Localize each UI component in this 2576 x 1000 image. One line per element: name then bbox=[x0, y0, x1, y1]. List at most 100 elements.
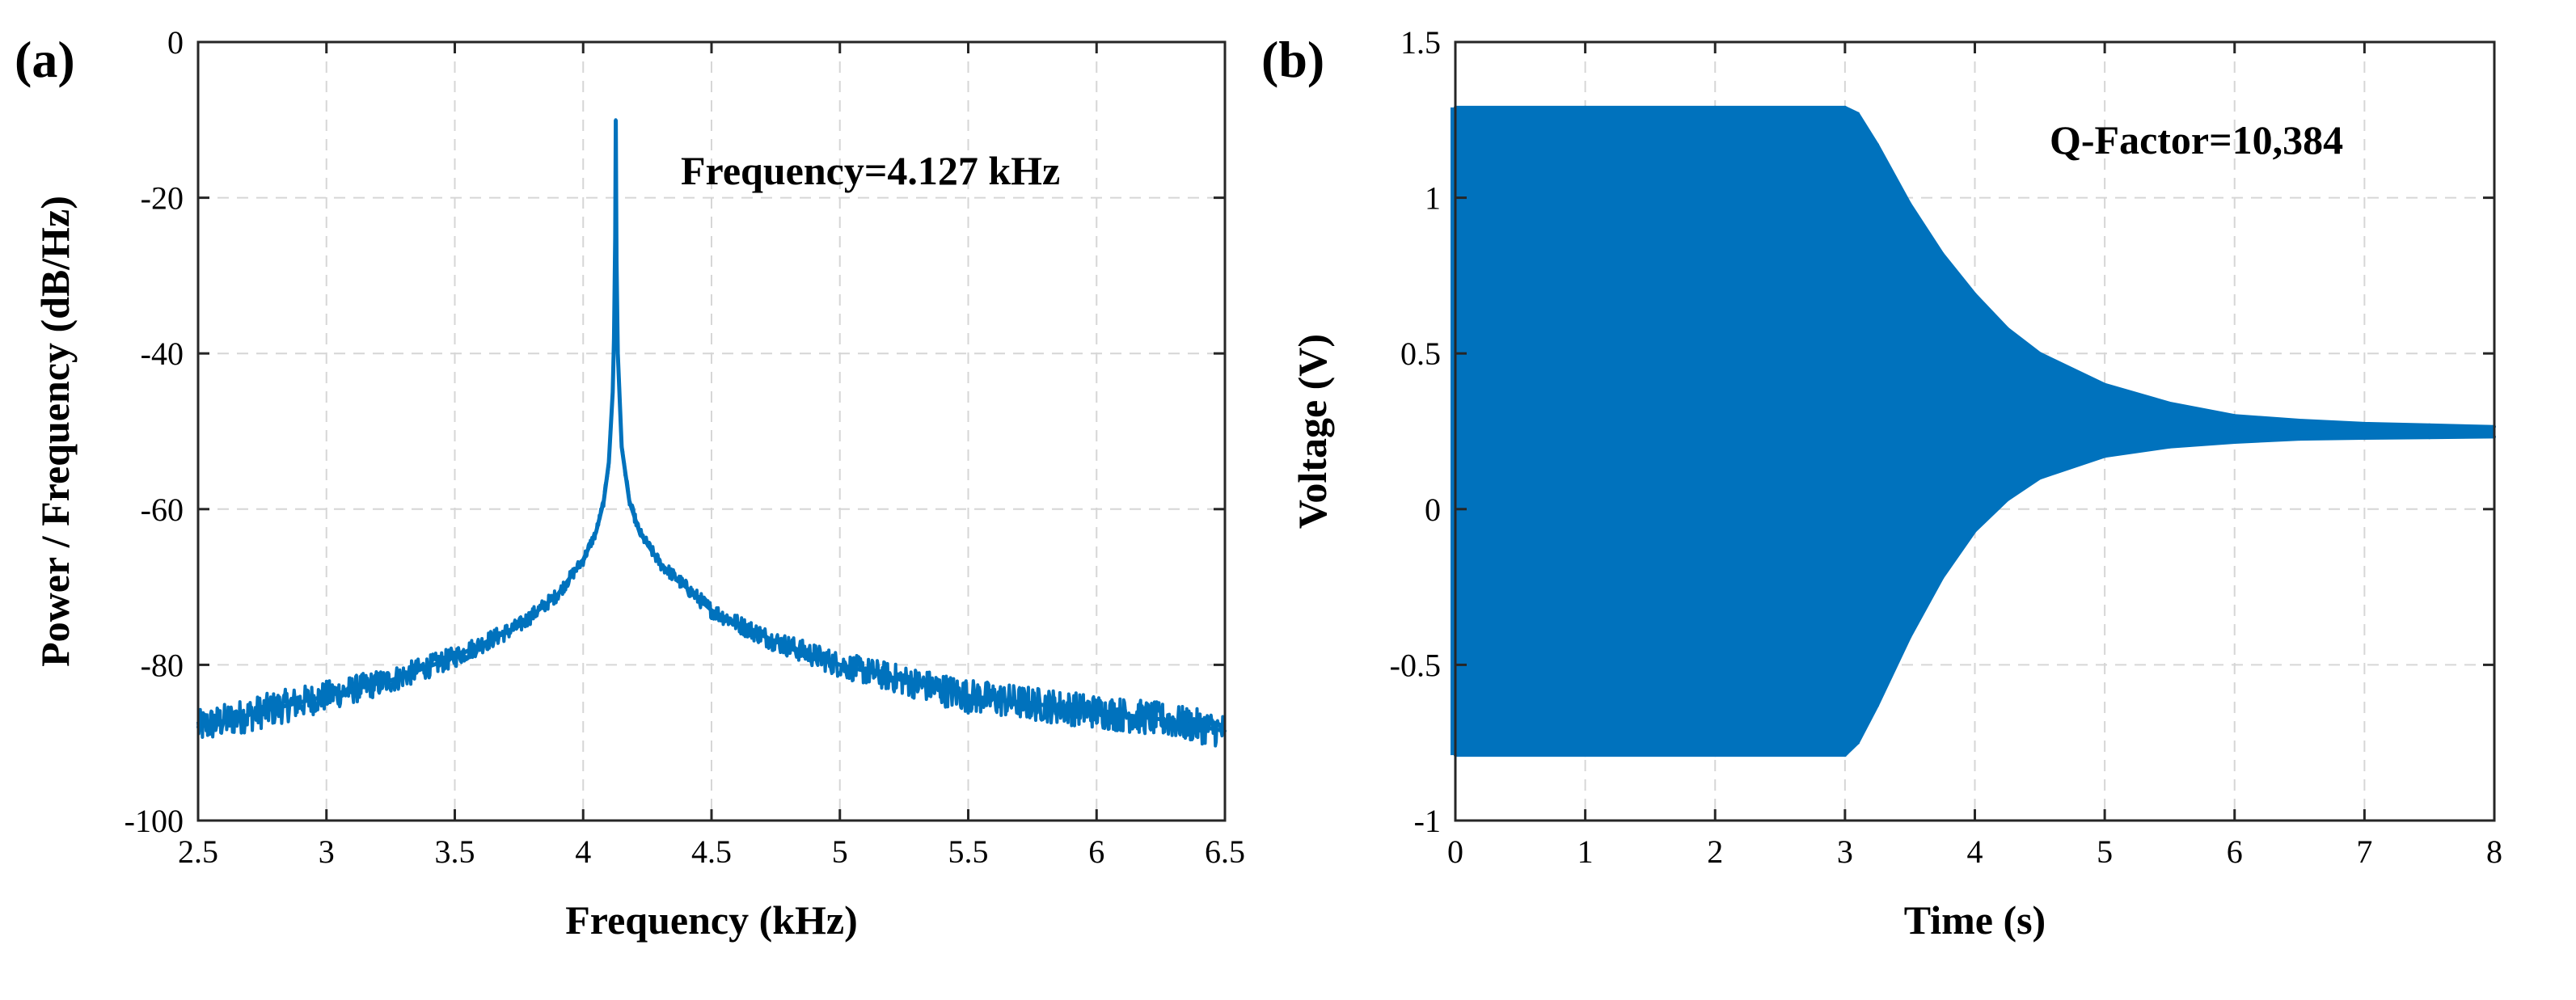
envelope-data-point bbox=[2005, 327, 2009, 331]
x-tick-label: 6.5 bbox=[1205, 833, 1245, 870]
envelope-data-point bbox=[1713, 105, 1717, 109]
panel-a-frequency-annotation: Frequency=4.127 kHz bbox=[681, 148, 1060, 193]
x-tick-label: 6 bbox=[2227, 833, 2243, 870]
envelope-data-point bbox=[2168, 445, 2172, 449]
envelope-data-point bbox=[2005, 498, 2009, 502]
panel-b-q-factor-annotation: Q-Factor=10,384 bbox=[2050, 117, 2343, 162]
envelope-data-point bbox=[1843, 753, 1847, 757]
psd-data-point bbox=[594, 530, 598, 534]
psd-data-point bbox=[838, 663, 842, 667]
x-tick-label: 6 bbox=[1088, 833, 1104, 870]
x-tick-label: 2.5 bbox=[178, 833, 218, 870]
y-tick-label: -100 bbox=[125, 803, 184, 839]
envelope-data-point bbox=[2103, 382, 2107, 386]
x-tick-label: 1 bbox=[1577, 833, 1594, 870]
psd-data-point bbox=[710, 608, 713, 612]
psd-noise-trace bbox=[196, 192, 1227, 748]
x-tick-label: 5 bbox=[2097, 833, 2113, 870]
envelope-data-point bbox=[2363, 421, 2367, 425]
panel-b-label: (b) bbox=[1261, 31, 1324, 88]
psd-data-point bbox=[453, 655, 457, 659]
envelope-data-point bbox=[2363, 436, 2367, 440]
lower-envelope-line bbox=[1455, 435, 2495, 757]
psd-data-point bbox=[610, 390, 614, 395]
panel-a-frame bbox=[196, 40, 1227, 822]
envelope-data-point bbox=[2232, 414, 2236, 418]
envelope-data-point bbox=[1908, 635, 1912, 639]
panel-a-grid bbox=[198, 42, 1225, 821]
x-tick-label: 4 bbox=[1967, 833, 1983, 870]
envelope-data-point bbox=[2232, 440, 2236, 444]
x-tick-label: 3.5 bbox=[435, 833, 475, 870]
psd-data-point bbox=[612, 335, 616, 340]
upper-envelope-line bbox=[1455, 105, 2495, 428]
panel-b-ringdown-chart: 0 1 2 3 4 5 6 7 8 1.5 1 0.5 0 -0.5 -1 (b) Time (s) Vol… bbox=[1261, 24, 2502, 943]
envelope-data-point bbox=[2168, 401, 2172, 405]
envelope-data-point bbox=[1856, 741, 1860, 745]
psd-data-point bbox=[614, 258, 619, 262]
psd-data-point bbox=[619, 445, 623, 449]
panel-b-ticks: 0 1 2 3 4 5 6 7 8 1.5 1 0.5 0 -0.5 -1 bbox=[1390, 24, 2502, 870]
psd-data-point bbox=[389, 678, 393, 682]
x-tick-label: 4.5 bbox=[691, 833, 732, 870]
psd-data-point bbox=[581, 558, 585, 562]
psd-data-point bbox=[613, 234, 617, 238]
y-tick-label: -0.5 bbox=[1390, 647, 1441, 683]
envelope-data-point bbox=[2298, 419, 2302, 423]
psd-data-point bbox=[638, 530, 642, 534]
y-tick-label: 0.5 bbox=[1400, 335, 1441, 372]
panel-b-x-axis-title: Time (s) bbox=[1904, 897, 2046, 943]
envelope-data-point bbox=[1583, 105, 1587, 109]
panel-b-y-axis-title: Voltage (V) bbox=[1290, 334, 1335, 529]
psd-data-point bbox=[324, 694, 328, 698]
psd-data-point bbox=[774, 639, 778, 643]
panel-a-label: (a) bbox=[15, 31, 75, 88]
x-tick-label: 4 bbox=[575, 833, 591, 870]
envelope-data-point bbox=[2298, 437, 2302, 441]
envelope-data-point bbox=[1940, 251, 1945, 255]
envelope-data-point bbox=[1876, 143, 1880, 147]
psd-series-line bbox=[197, 120, 1226, 733]
y-tick-label: 0 bbox=[1425, 492, 1441, 528]
envelope-data-point bbox=[1843, 105, 1847, 109]
envelope-data-point bbox=[2427, 423, 2431, 427]
x-tick-label: 0 bbox=[1447, 833, 1463, 870]
psd-data-point bbox=[1159, 717, 1163, 721]
psd-data-point bbox=[902, 678, 906, 682]
panel-b-series bbox=[1451, 105, 2496, 757]
x-tick-label: 5 bbox=[832, 833, 848, 870]
psd-data-point bbox=[517, 624, 521, 628]
envelope-data-point bbox=[1876, 703, 1880, 707]
y-tick-label: 1 bbox=[1425, 180, 1441, 217]
panel-a-series bbox=[196, 118, 1227, 748]
signal-start-edge bbox=[1451, 107, 1457, 756]
x-tick-label: 7 bbox=[2356, 833, 2372, 870]
envelope-data-point bbox=[1908, 202, 1912, 206]
psd-data-point bbox=[1030, 702, 1034, 706]
panel-a-x-axis-title: Frequency (kHz) bbox=[565, 897, 858, 943]
psd-data-point bbox=[555, 593, 560, 597]
psd-data-point bbox=[966, 694, 970, 698]
panel-a-ticks: 2.5 3 3.5 4 4.5 5 5.5 6 6.5 0 -20 -40 -60 -80 -100 bbox=[125, 24, 1245, 870]
envelope-data-point bbox=[2427, 436, 2431, 440]
envelope-data-point bbox=[1713, 753, 1717, 757]
envelope-data-point bbox=[2103, 454, 2107, 458]
y-tick-label: 1.5 bbox=[1400, 24, 1441, 61]
psd-data-point bbox=[607, 461, 610, 465]
psd-data-point bbox=[614, 118, 618, 122]
x-tick-label: 3 bbox=[319, 833, 335, 870]
envelope-data-point bbox=[1856, 112, 1860, 116]
psd-data-point bbox=[602, 500, 606, 504]
x-tick-label: 2 bbox=[1707, 833, 1723, 870]
y-tick-label: -1 bbox=[1414, 803, 1441, 839]
psd-data-point bbox=[260, 710, 264, 714]
envelope-data-point bbox=[1583, 753, 1587, 757]
psd-data-point bbox=[1095, 710, 1099, 714]
envelope-data-point bbox=[1973, 293, 1977, 297]
y-tick-label: -80 bbox=[141, 647, 184, 683]
x-tick-label: 5.5 bbox=[948, 833, 989, 870]
envelope-data-point bbox=[2038, 476, 2042, 480]
y-tick-label: 0 bbox=[167, 24, 184, 61]
envelope-data-point bbox=[1973, 529, 1977, 533]
